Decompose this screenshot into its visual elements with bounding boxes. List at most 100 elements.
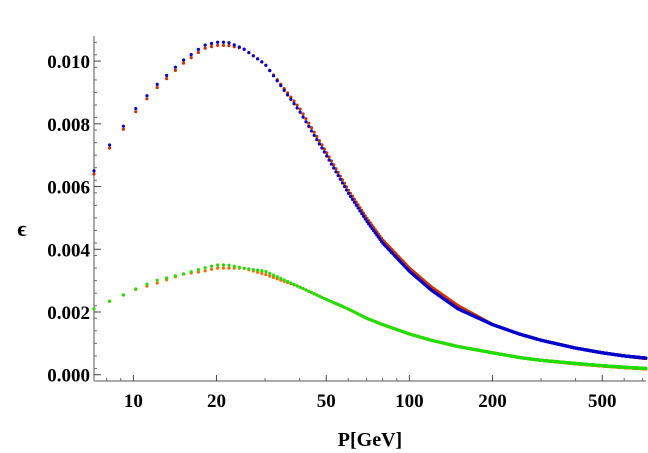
data-point — [260, 271, 264, 276]
data-point — [264, 63, 268, 67]
data-point — [232, 43, 236, 47]
data-point — [165, 77, 169, 81]
data-point — [155, 281, 159, 285]
data-point — [367, 222, 371, 226]
data-point — [107, 146, 112, 150]
y-tick-label: 0.002 — [47, 303, 90, 324]
data-point — [196, 270, 200, 274]
data-point — [372, 229, 376, 233]
data-point — [209, 264, 214, 268]
data-point — [289, 95, 293, 99]
data-point — [121, 127, 125, 131]
data-point — [365, 219, 369, 224]
data-point — [322, 296, 326, 301]
data-point — [196, 50, 200, 55]
data-point — [312, 133, 316, 137]
data-point — [292, 282, 296, 286]
data-point — [256, 57, 260, 61]
data-point — [181, 272, 186, 276]
data-point — [221, 40, 226, 44]
data-point — [289, 281, 293, 285]
data-point — [295, 103, 299, 107]
data-point — [92, 172, 96, 176]
y-tick-label: 0.010 — [47, 52, 90, 73]
x-axis-label: P[GeV] — [338, 429, 402, 451]
data-point — [121, 293, 125, 297]
data-point — [332, 166, 336, 170]
data-point — [271, 275, 276, 280]
data-point — [155, 82, 159, 86]
data-point — [363, 217, 367, 221]
data-point — [232, 264, 236, 268]
data-point — [325, 154, 329, 158]
data-point — [370, 226, 374, 230]
data-point — [92, 307, 96, 311]
data-point — [644, 356, 648, 360]
data-point — [304, 120, 308, 124]
data-point — [165, 73, 169, 78]
data-point — [307, 124, 311, 129]
y-axis-label: ϵ — [17, 216, 26, 241]
data-point — [301, 286, 305, 291]
data-point — [271, 273, 276, 277]
data-point — [295, 284, 299, 288]
data-point — [216, 43, 220, 48]
data-point — [260, 60, 264, 64]
data-point — [327, 158, 331, 162]
data-point — [342, 184, 347, 189]
y-tick-label: 0.000 — [47, 366, 90, 387]
y-tick-label: 0.006 — [47, 178, 90, 199]
data-point — [227, 44, 231, 48]
data-point — [221, 266, 226, 270]
data-point — [312, 130, 316, 134]
data-point — [315, 138, 319, 142]
data-point — [352, 200, 356, 204]
data-point — [350, 197, 355, 202]
data-point — [320, 146, 324, 150]
series-1 — [92, 40, 648, 360]
data-point — [317, 294, 321, 298]
x-tick-label: 10 — [124, 391, 143, 412]
data-point — [203, 266, 207, 270]
y-tick-label: 0.008 — [47, 115, 90, 136]
series-layer — [92, 40, 648, 371]
data-point — [309, 126, 314, 130]
data-point — [203, 43, 207, 47]
data-point — [173, 65, 178, 69]
data-point — [237, 265, 241, 269]
data-point — [251, 267, 255, 272]
x-tick-label: 50 — [317, 391, 336, 412]
data-point — [173, 274, 178, 278]
data-point — [301, 112, 305, 116]
data-point — [121, 124, 125, 128]
data-point — [209, 45, 214, 49]
data-point — [209, 267, 214, 271]
data-point — [242, 266, 246, 270]
data-point — [181, 61, 186, 65]
data-point — [285, 93, 290, 97]
data-point — [315, 134, 319, 139]
x-tick-label: 200 — [478, 391, 507, 412]
data-point — [322, 150, 326, 154]
data-point — [309, 290, 314, 295]
data-point — [155, 278, 159, 282]
data-point — [307, 121, 311, 125]
data-point — [221, 263, 226, 267]
data-point — [181, 58, 186, 62]
data-point — [256, 268, 260, 272]
data-point — [268, 274, 272, 278]
data-point — [203, 46, 207, 50]
x-tick-label: 500 — [588, 391, 617, 412]
data-point — [309, 129, 314, 133]
data-point — [344, 188, 349, 192]
data-point — [644, 366, 648, 371]
data-point — [348, 194, 353, 199]
data-point — [271, 74, 276, 78]
data-point — [317, 139, 321, 143]
data-point — [145, 94, 149, 98]
data-point — [260, 269, 264, 273]
data-point — [282, 278, 286, 282]
data-point — [216, 40, 220, 44]
